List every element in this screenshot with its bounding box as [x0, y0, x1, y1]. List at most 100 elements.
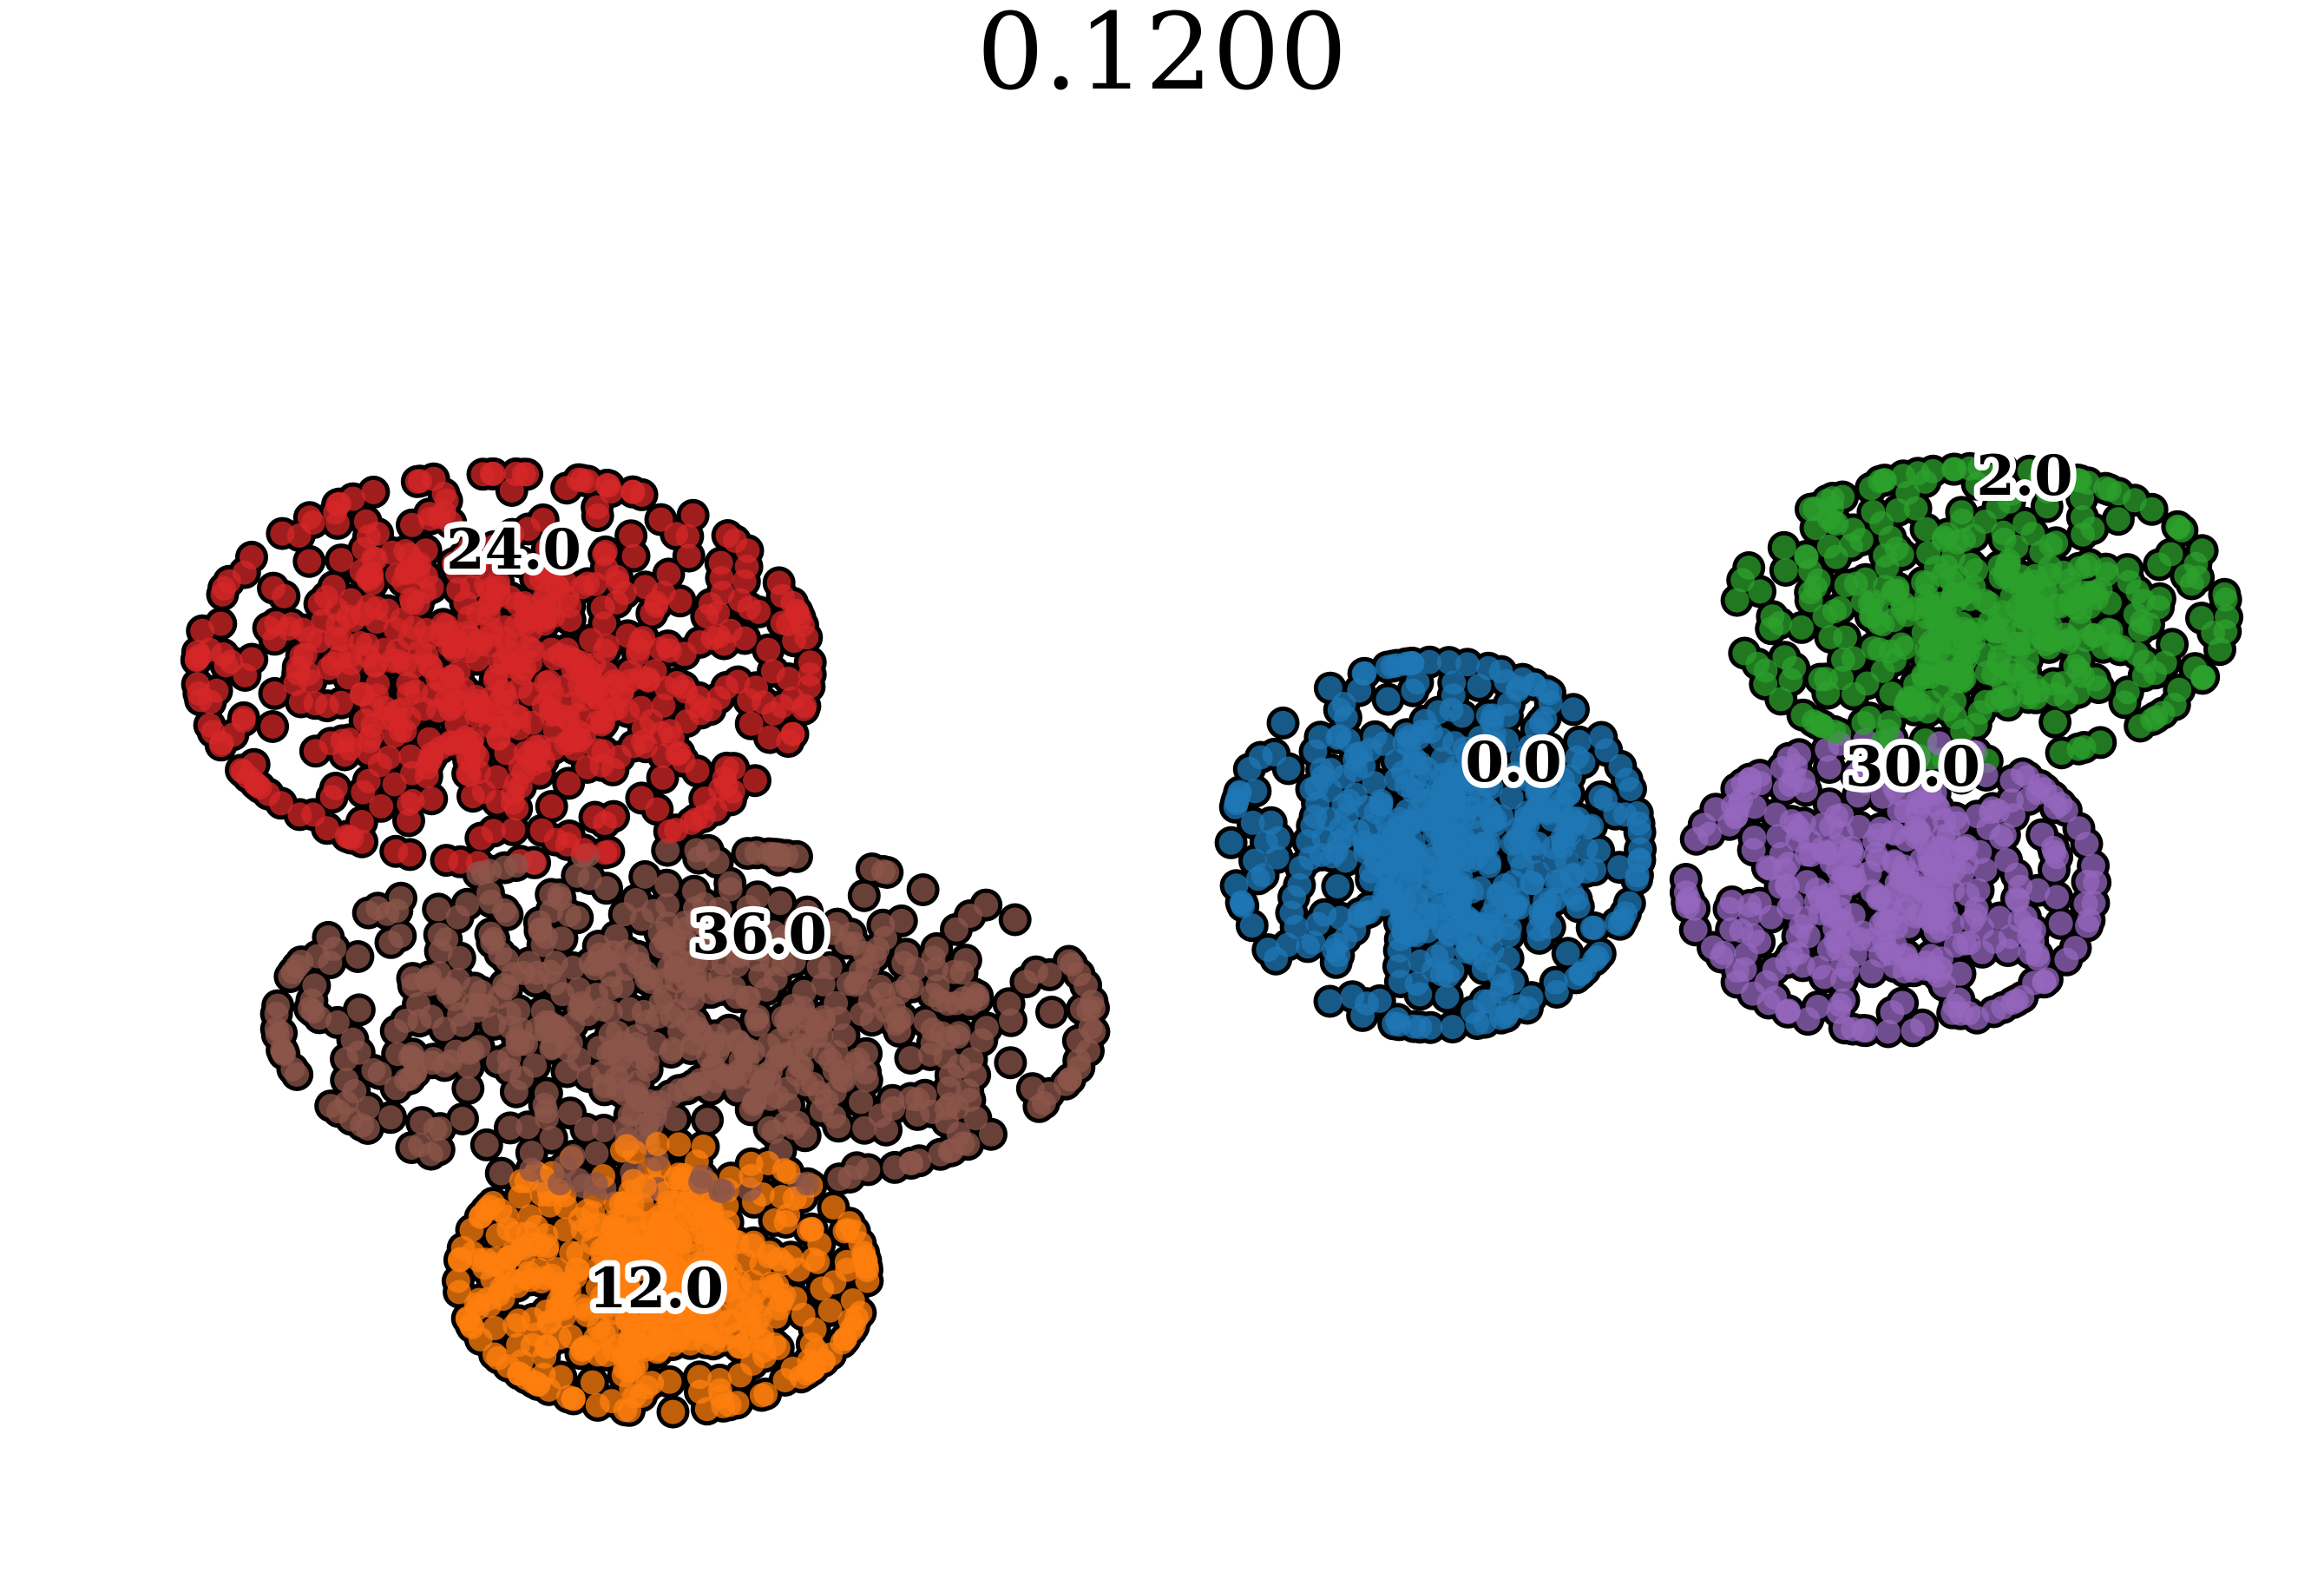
scatter-point-36-0	[515, 1115, 541, 1140]
scatter-point-36-0	[466, 1035, 491, 1060]
scatter-point-0-0	[1325, 725, 1350, 750]
scatter-point-24-0	[448, 849, 473, 874]
scatter-point-0-0	[1544, 980, 1569, 1004]
scatter-point-24-0	[276, 616, 301, 641]
scatter-point-30-0	[1949, 766, 1974, 791]
scatter-point-36-0	[334, 1068, 359, 1093]
scatter-point-36-0	[974, 892, 999, 918]
scatter-point-36-0	[942, 959, 967, 984]
scatter-point-36-0	[633, 864, 658, 889]
scatter-point-12-0	[728, 1363, 753, 1388]
scatter-point-12-0	[657, 1369, 682, 1394]
points-layer	[184, 456, 2240, 1424]
scatter-point-0-0	[1264, 845, 1290, 870]
scatter-point-36-0	[955, 1078, 981, 1103]
scatter-point-36-0	[497, 1115, 522, 1141]
scatter-point-30-0	[1973, 763, 1999, 787]
scatter-point-36-0	[346, 997, 371, 1023]
scatter-point-24-0	[596, 839, 621, 865]
scatter-point-36-0	[898, 1046, 923, 1070]
scatter-point-0-0	[1401, 678, 1426, 703]
scatter-point-36-0	[447, 945, 472, 970]
scatter-point-30-0	[1859, 959, 1884, 984]
scatter-point-36-0	[849, 1089, 874, 1115]
scatter-point-36-0	[728, 1058, 753, 1083]
scatter-point-30-0	[2042, 857, 2066, 882]
scatter-point-12-0	[780, 1356, 805, 1381]
scatter-point-36-0	[921, 945, 946, 970]
scatter-point-36-0	[998, 1050, 1023, 1076]
scatter-point-24-0	[357, 740, 382, 765]
scatter-point-2-0	[2043, 709, 2068, 734]
scatter-point-24-0	[272, 583, 297, 609]
scatter-point-36-0	[506, 998, 531, 1023]
scatter-point-30-0	[1910, 1012, 1935, 1037]
scatter-point-24-0	[400, 512, 424, 537]
scatter-point-0-0	[1520, 871, 1545, 896]
scatter-point-36-0	[705, 850, 730, 875]
scatter-point-0-0	[1537, 736, 1562, 761]
scatter-point-24-0	[486, 570, 511, 595]
scatter-point-0-0	[1594, 738, 1619, 763]
scatter-point-2-0	[1833, 625, 1858, 650]
scatter-point-24-0	[746, 599, 771, 624]
scatter-point-36-0	[1081, 1019, 1106, 1044]
scatter-point-24-0	[756, 637, 781, 662]
scatter-point-2-0	[1891, 464, 1916, 489]
scatter-point-2-0	[2105, 507, 2130, 532]
scatter-point-36-0	[870, 912, 896, 937]
scatter-point-36-0	[695, 1108, 720, 1133]
scatter-point-36-0	[883, 1011, 908, 1036]
scatter-point-2-0	[1730, 568, 1756, 593]
scatter-point-30-0	[1783, 812, 1809, 838]
scatter-point-24-0	[260, 714, 286, 739]
scatter-point-24-0	[303, 739, 328, 764]
scatter-point-2-0	[1771, 535, 1796, 560]
scatter-point-24-0	[208, 611, 233, 636]
scatter-point-2-0	[1831, 648, 1855, 672]
scatter-point-24-0	[648, 507, 673, 532]
scatter-point-24-0	[684, 694, 709, 719]
scatter-point-0-0	[1276, 932, 1300, 957]
scatter-point-2-0	[1789, 615, 1814, 640]
scatter-point-36-0	[681, 878, 706, 904]
scatter-point-2-0	[2049, 740, 2074, 766]
scatter-point-24-0	[319, 785, 345, 810]
scatter-point-0-0	[1500, 970, 1525, 994]
scatter-point-0-0	[1499, 785, 1524, 810]
scatter-point-36-0	[765, 1084, 790, 1109]
scatter-point-24-0	[404, 469, 430, 494]
scatter-point-2-0	[2074, 554, 2099, 579]
scatter-point-0-0	[1455, 652, 1480, 677]
scatter-point-0-0	[1495, 946, 1520, 971]
scatter-point-36-0	[654, 872, 679, 898]
scatter-point-36-0	[944, 917, 968, 942]
scatter-point-36-0	[378, 1105, 404, 1130]
scatter-point-24-0	[262, 681, 287, 706]
scatter-point-24-0	[780, 721, 805, 747]
scatter-point-36-0	[791, 979, 817, 1004]
scatter-point-24-0	[698, 592, 723, 617]
scatter-point-0-0	[1362, 771, 1387, 796]
scatter-point-24-0	[566, 467, 591, 492]
scatter-point-12-0	[666, 1132, 692, 1157]
scatter-point-30-0	[1960, 740, 1986, 765]
scatter-point-36-0	[610, 974, 635, 999]
scatter-point-36-0	[851, 883, 876, 908]
scatter-point-2-0	[1798, 580, 1823, 605]
chart-title: 0.1200	[976, 0, 1348, 114]
scatter-point-36-0	[264, 1002, 289, 1026]
scatter-point-36-0	[408, 1133, 432, 1158]
scatter-point-30-0	[2066, 816, 2091, 841]
scatter-point-24-0	[231, 708, 256, 734]
scatter-point-24-0	[619, 523, 644, 549]
scatter-point-36-0	[979, 1122, 1003, 1147]
scatter-point-0-0	[1239, 913, 1264, 938]
scatter-point-30-0	[2075, 913, 2099, 938]
scatter-point-24-0	[515, 516, 541, 542]
scatter-point-36-0	[489, 1161, 514, 1186]
scatter-point-24-0	[743, 768, 767, 793]
scatter-point-24-0	[693, 786, 718, 812]
scatter-point-24-0	[535, 536, 560, 561]
scatter-point-2-0	[1724, 588, 1750, 613]
